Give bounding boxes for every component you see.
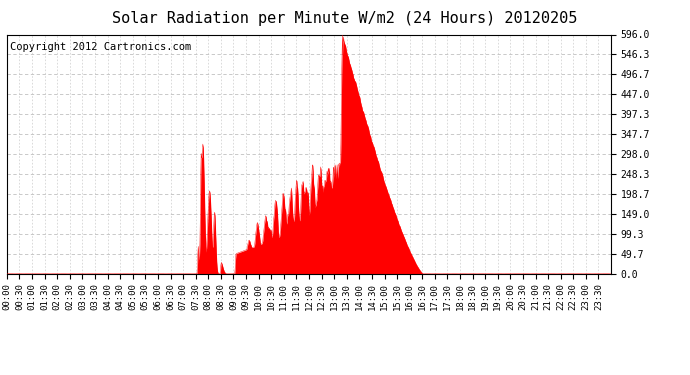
Text: Copyright 2012 Cartronics.com: Copyright 2012 Cartronics.com — [10, 42, 191, 52]
Text: Solar Radiation per Minute W/m2 (24 Hours) 20120205: Solar Radiation per Minute W/m2 (24 Hour… — [112, 11, 578, 26]
